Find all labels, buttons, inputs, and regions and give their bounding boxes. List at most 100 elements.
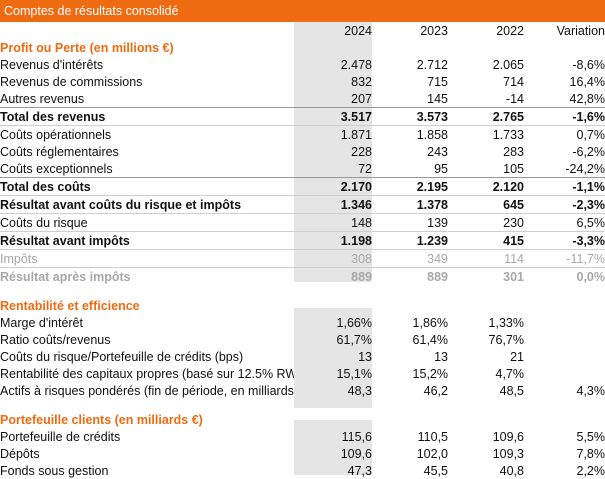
table-row: Dépôts 109,6 102,0 109,3 7,8% <box>0 445 605 462</box>
cell-2024: 2.170 <box>294 177 372 196</box>
cell-2024: 48,3 <box>347 383 372 398</box>
cell-2023: 13 <box>434 349 448 364</box>
row-label: Impôts <box>0 249 294 268</box>
cell-2024: 308 <box>294 249 372 268</box>
table-row: Actifs à risques pondérés (fin de périod… <box>0 382 605 399</box>
row-label: Coûts exceptionnels <box>0 160 294 178</box>
cell-variation: -1,1% <box>524 177 605 196</box>
cell-2023: 1.378 <box>372 195 448 214</box>
table-row: Fonds sous gestion 47,3 45,5 40,8 2,2% <box>0 462 605 479</box>
row-label: Total des revenus <box>0 107 294 126</box>
table-row: Coûts du risque 148 139 230 6,5% <box>0 213 605 232</box>
cell-2024: 1.871 <box>340 127 372 142</box>
cell-2024: 72 <box>294 160 372 178</box>
cell-variation: -6,2% <box>572 144 605 159</box>
cell-variation: 5,5% <box>576 429 605 444</box>
cell-2023: 349 <box>372 249 448 268</box>
cell-2022: 4,7% <box>495 366 525 381</box>
cell-2023: 1,86% <box>412 315 448 330</box>
section-title-rentabilite: Rentabilité et efficience <box>0 298 140 313</box>
row-label: Résultat après impôts <box>0 269 131 284</box>
results-table: 2024 2023 2022 Variation Profit ou Perte… <box>0 22 605 479</box>
cell-2022: 76,7% <box>488 332 524 347</box>
cell-variation: 7,8% <box>576 446 605 461</box>
column-2024-highlight <box>294 308 372 408</box>
col-2023: 2023 <box>420 23 448 38</box>
cell-2022: 114 <box>448 249 524 268</box>
row-label: Résultat avant impôts <box>0 231 294 250</box>
cell-2022: 645 <box>448 195 524 214</box>
cell-variation: 0,7% <box>576 127 605 142</box>
cell-2023: 715 <box>427 74 448 89</box>
section-header: Profit ou Perte (en millions €) <box>0 39 605 56</box>
col-2024: 2024 <box>344 23 372 38</box>
row-label: Dépôts <box>0 446 40 461</box>
cell-variation: 4,3% <box>576 383 605 398</box>
cell-2022: 2.120 <box>448 177 524 196</box>
cell-2024: 47,3 <box>347 463 372 478</box>
cell-variation <box>524 365 605 382</box>
table-row: Autres revenus 207 145 -14 42,8% <box>0 90 605 108</box>
section-title-pl: Profit ou Perte (en millions €) <box>0 40 174 55</box>
cell-variation: -11,7% <box>524 249 605 268</box>
spacer-row <box>0 399 605 411</box>
table-row: Portefeuille de crédits 115,6 110,5 109,6 5,… <box>0 428 605 445</box>
cell-2023: 1.858 <box>416 127 448 142</box>
table-row-total: Total des revenus 3.517 3.573 2.765 -1,6% <box>0 107 605 126</box>
row-label: Fonds sous gestion <box>0 463 109 478</box>
row-label: Coûts opérationnels <box>0 127 112 142</box>
table-row: Coûts exceptionnels 72 95 105 -24,2% <box>0 160 605 178</box>
header-row: 2024 2023 2022 Variation <box>0 22 605 39</box>
cell-2024: 3.517 <box>294 107 372 126</box>
cell-2022: 48,5 <box>499 383 524 398</box>
cell-variation <box>524 314 605 331</box>
cell-variation: -24,2% <box>524 160 605 178</box>
row-label: Revenus de commissions <box>0 74 143 89</box>
row-label: Coûts du risque <box>0 213 294 232</box>
table-row-total: Total des coûts 2.170 2.195 2.120 -1,1% <box>0 177 605 196</box>
cell-variation: 2,2% <box>576 463 605 478</box>
cell-2023: 46,2 <box>423 383 448 398</box>
cell-2023: 889 <box>427 269 448 284</box>
cell-2023: 2.712 <box>416 57 448 72</box>
table-row-total: Résultat avant coûts du risque et impôts… <box>0 195 605 214</box>
cell-2024: 1,66% <box>336 315 372 330</box>
cell-2022: 230 <box>448 213 524 232</box>
cell-2022: 714 <box>503 74 524 89</box>
cell-2022: 109,6 <box>492 429 524 444</box>
col-2022: 2022 <box>496 23 524 38</box>
cell-variation <box>524 348 605 365</box>
cell-2023: 3.573 <box>372 107 448 126</box>
row-label: Autres revenus <box>0 90 294 108</box>
cell-2022: 1,33% <box>488 315 524 330</box>
row-label: Ratio coûts/revenus <box>0 332 111 347</box>
cell-variation: -8,6% <box>572 57 605 72</box>
row-label: Actifs à risques pondérés (fin de périod… <box>0 383 294 398</box>
row-label: Résultat avant coûts du risque et impôts <box>0 195 294 214</box>
spacer-row <box>0 285 605 297</box>
table-row: Revenus de commissions 832 715 714 16,4% <box>0 73 605 90</box>
cell-2022: 21 <box>510 349 524 364</box>
row-label: Revenus d'intérêts <box>0 57 104 72</box>
table-row: Coûts opérationnels 1.871 1.858 1.733 0,7% <box>0 126 605 144</box>
table-row: Marge d'intérêt 1,66% 1,86% 1,33% <box>0 314 605 331</box>
cell-2023: 2.195 <box>372 177 448 196</box>
row-label: Coûts réglementaires <box>0 144 119 159</box>
cell-2022: 2.065 <box>492 57 524 72</box>
row-label: Coûts du risque/Portefeuille de crédits … <box>0 349 244 364</box>
cell-2023: 45,5 <box>423 463 448 478</box>
cell-2022: 2.765 <box>448 107 524 126</box>
table-row: Impôts 308 349 114 -11,7% <box>0 249 605 268</box>
cell-2023: 110,5 <box>417 429 448 444</box>
cell-2024: 15,1% <box>336 366 372 381</box>
col-variation: Variation <box>556 23 605 38</box>
cell-2024: 1.198 <box>294 231 372 250</box>
cell-2023: 243 <box>427 144 448 159</box>
cell-2022: -14 <box>448 90 524 108</box>
column-2024-highlight <box>294 420 372 475</box>
cell-variation: -2,3% <box>524 195 605 214</box>
table-row: Ratio coûts/revenus 61,7% 61,4% 76,7% <box>0 331 605 348</box>
cell-variation: 6,5% <box>524 213 605 232</box>
cell-2024: 115,6 <box>341 429 372 444</box>
